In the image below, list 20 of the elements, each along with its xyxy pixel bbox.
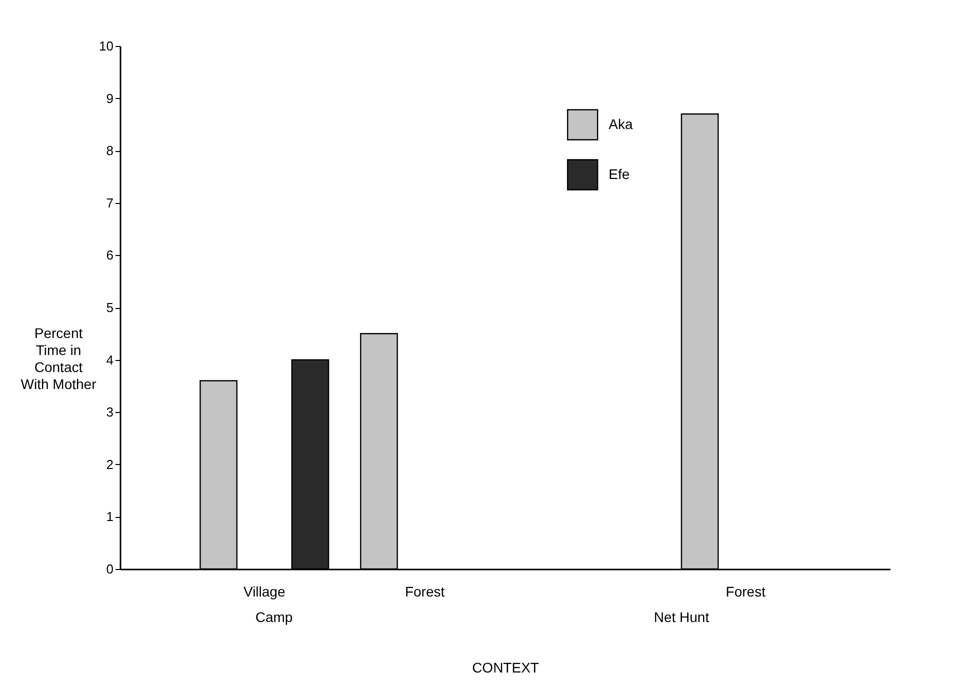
y-tick-label: 4 bbox=[106, 352, 114, 368]
y-tick-label: 2 bbox=[106, 456, 114, 472]
x-tick-label: Village bbox=[243, 584, 286, 600]
legend-label: Aka bbox=[608, 116, 633, 132]
y-axis-title: Percent Time in Contact With Mother bbox=[20, 325, 97, 392]
y-tick-label: 5 bbox=[106, 300, 114, 315]
y-tick-label: 3 bbox=[106, 404, 114, 420]
legend-label: Efe bbox=[608, 166, 630, 182]
x-tick-label: Forest bbox=[726, 584, 766, 600]
x-tick-label: Forest bbox=[404, 584, 445, 600]
y-tick-label: 9 bbox=[106, 90, 114, 106]
y-tick-label: 10 bbox=[99, 38, 114, 54]
y-tick-label: 8 bbox=[106, 143, 114, 158]
y-tick-label: 7 bbox=[106, 195, 114, 210]
y-tick-label: 1 bbox=[106, 509, 114, 524]
y-tick-label: 0 bbox=[106, 562, 114, 576]
x-axis-title: CONTEXT bbox=[472, 660, 540, 676]
y-tick-label: 6 bbox=[106, 248, 114, 263]
text: Net Hunt bbox=[654, 609, 710, 625]
text: Camp bbox=[255, 609, 293, 625]
